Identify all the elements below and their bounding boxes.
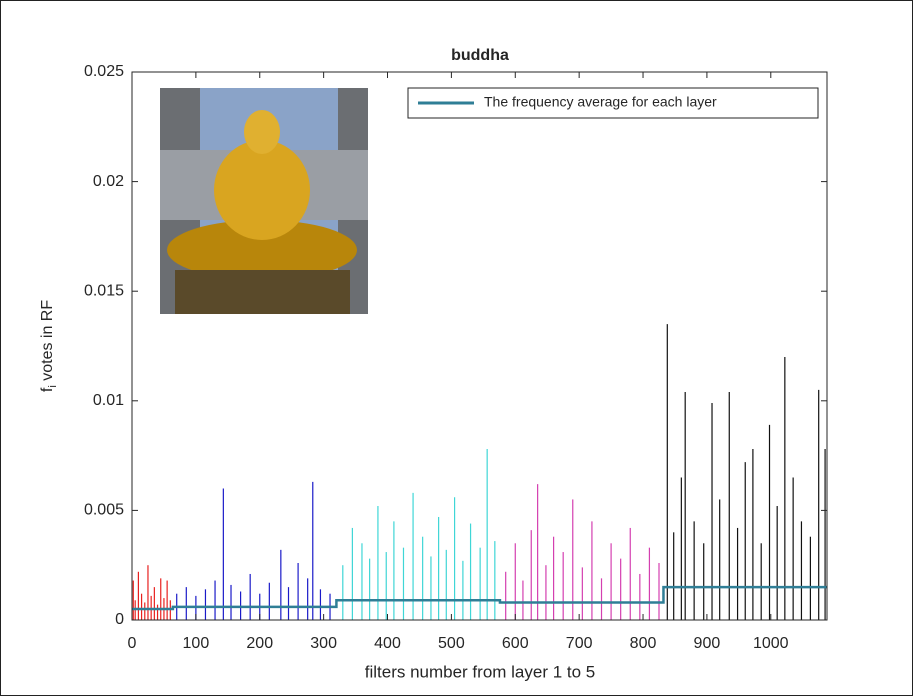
image-head <box>244 110 280 154</box>
y-tick-label: 0.02 <box>93 173 124 190</box>
legend-box <box>407 87 819 119</box>
axes-box <box>131 71 828 621</box>
x-tick-label: 300 <box>310 635 337 652</box>
x-tick-label: 800 <box>630 635 657 652</box>
x-tick-label: 500 <box>438 635 465 652</box>
y-tick-label: 0.005 <box>84 502 124 519</box>
chart-title: buddha <box>451 47 509 64</box>
x-tick-label: 600 <box>502 635 529 652</box>
x-tick-label: 200 <box>246 635 273 652</box>
plot-area: 0 100 200 300 400 500 600 700 800 900 1000 0 0.005 0.… <box>84 63 828 652</box>
x-tick-label: 900 <box>694 635 721 652</box>
x-tick-label: 1000 <box>753 635 789 652</box>
y-axis-label: fi votes in RF <box>39 300 59 392</box>
x-tick-label: 400 <box>374 635 401 652</box>
average-line <box>132 585 827 611</box>
image-base <box>167 220 357 280</box>
inset-image <box>160 88 368 314</box>
legend: The frequency average for each layer <box>407 87 819 119</box>
y-tick-label: 0 <box>115 611 124 628</box>
y-label-sub: i <box>47 385 59 387</box>
x-tick-label: 0 <box>128 635 137 652</box>
x-tick-label: 100 <box>183 635 210 652</box>
legend-label: The frequency average for each layer <box>484 94 717 110</box>
y-label-f: f <box>39 387 56 392</box>
image-pedestal <box>175 270 350 314</box>
y-tick-label: 0.025 <box>84 63 124 80</box>
x-axis-label: filters number from layer 1 to 5 <box>365 662 596 681</box>
x-tick-label: 700 <box>566 635 593 652</box>
y-tick-label: 0.015 <box>84 282 124 299</box>
image-body <box>214 140 310 240</box>
y-label-rest: votes in RF <box>39 300 56 386</box>
y-tick-label: 0.01 <box>93 392 124 409</box>
